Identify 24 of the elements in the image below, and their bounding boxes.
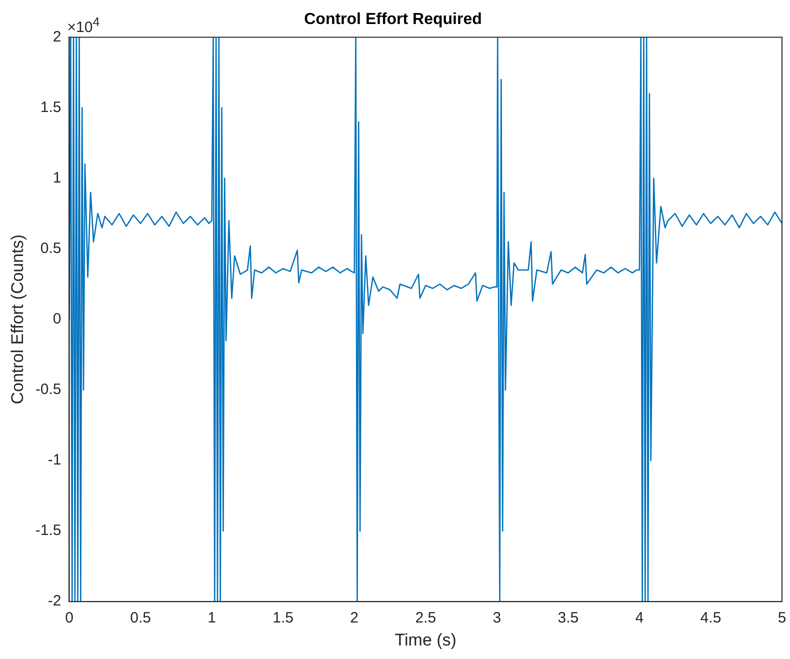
x-tick-label: 1.5 (272, 610, 294, 627)
y-tick-label: 1.5 (40, 98, 62, 116)
x-tick-label: 2.5 (415, 610, 436, 627)
chart-title: Control Effort Required (304, 11, 482, 28)
y-tick-label: 2 (52, 28, 62, 46)
y-tick-label: 0 (52, 310, 62, 328)
x-tick-label: 0.5 (130, 610, 151, 627)
y-tick-label: 1 (52, 169, 62, 186)
x-tick-label: 3.5 (558, 610, 579, 627)
y-tick-label: -0.5 (35, 381, 62, 398)
text: ×10$^{4}$ (67, 15, 100, 36)
y-axis-title: Control Effort (Counts) (8, 234, 27, 404)
x-tick-label: 3 (492, 610, 502, 627)
x-tick-label: 4.5 (700, 610, 722, 627)
x-tick-label: 4 (635, 610, 644, 627)
y-tick-label: -2 (48, 592, 62, 610)
x-axis-title: Time (s) (394, 630, 456, 650)
x-tick-label: 2 (350, 610, 359, 627)
x-tick-label: 0 (65, 610, 74, 627)
x-tick-label: 5 (778, 610, 786, 627)
y-tick-label: -1.5 (35, 522, 62, 540)
y-tick-label: -1 (48, 452, 62, 469)
y-tick-label: 0.5 (40, 240, 62, 257)
x-tick-label: 1 (208, 610, 216, 627)
